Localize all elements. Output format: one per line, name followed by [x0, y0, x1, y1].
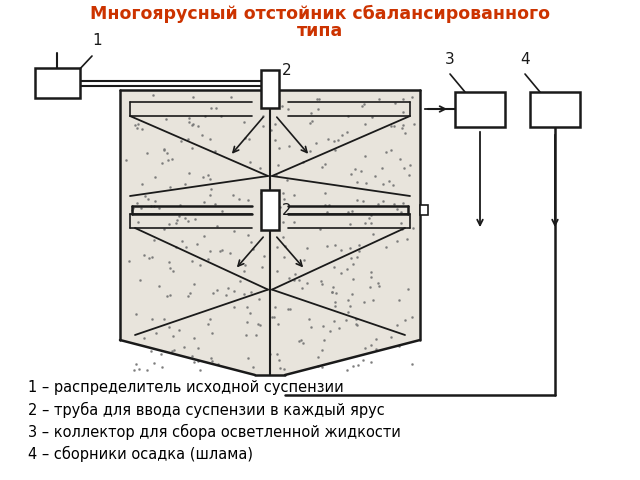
Bar [530, 92, 580, 127]
Text: 4 – сборники осадка (шлама): 4 – сборники осадка (шлама) [28, 446, 253, 462]
Text: типа: типа [297, 22, 343, 40]
Text: 2: 2 [282, 203, 292, 218]
Text: 1 – распределитель исходной суспензии: 1 – распределитель исходной суспензии [28, 380, 344, 395]
Text: 3: 3 [445, 52, 455, 67]
Polygon shape [120, 90, 420, 375]
Text: 2: 2 [282, 63, 292, 78]
Bar [261, 190, 279, 230]
Bar [35, 68, 80, 98]
Text: 2 – труба для ввода суспензии в каждый ярус: 2 – труба для ввода суспензии в каждый я… [28, 402, 385, 418]
Bar [455, 92, 505, 127]
Text: 3 – коллектор для сбора осветленной жидкости: 3 – коллектор для сбора осветленной жидк… [28, 424, 401, 440]
Text: 4: 4 [520, 52, 530, 67]
Text: Многоярусный отстойник сбалансированного: Многоярусный отстойник сбалансированного [90, 5, 550, 23]
Bar [261, 70, 279, 108]
Text: 1: 1 [92, 33, 102, 48]
Bar [420, 205, 428, 215]
